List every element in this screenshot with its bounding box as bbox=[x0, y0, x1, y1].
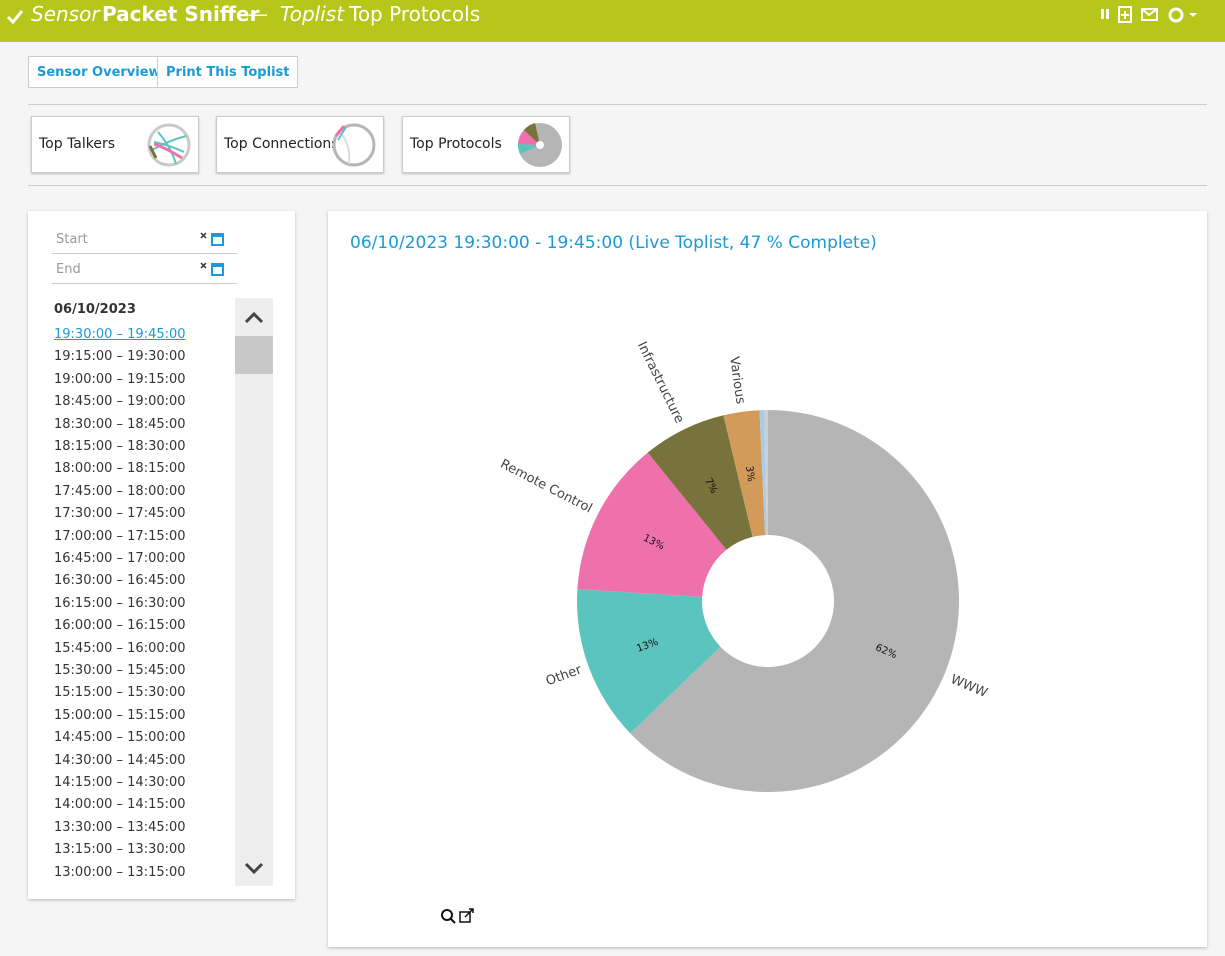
header-bar: Sensor Packet Sniffer — Toplist Top Prot… bbox=[0, 0, 1225, 42]
chart-title: 06/10/2023 19:30:00 - 19:45:00 (Live Top… bbox=[350, 233, 877, 253]
slice-category-label: Various bbox=[726, 356, 748, 406]
section-type: Toplist bbox=[280, 2, 344, 26]
period-link[interactable]: 17:00:00 – 17:15:00 bbox=[54, 529, 186, 544]
tile[interactable]: Top Connections bbox=[216, 116, 384, 173]
section-name: Top Protocols bbox=[349, 2, 480, 26]
scroll-arrows[interactable] bbox=[244, 308, 264, 876]
period-link[interactable]: 18:30:00 – 18:45:00 bbox=[54, 417, 186, 432]
tile-icon bbox=[331, 122, 377, 168]
calendar-icons[interactable] bbox=[199, 231, 229, 281]
period-link[interactable]: 16:15:00 – 16:30:00 bbox=[54, 596, 186, 611]
sidebar: Start End 06/10/2023 19:30:00 – 19:45:00… bbox=[28, 211, 295, 899]
period-link[interactable]: 18:45:00 – 19:00:00 bbox=[54, 394, 186, 409]
period-link[interactable]: 14:15:00 – 14:30:00 bbox=[54, 775, 186, 790]
scrollbar[interactable] bbox=[235, 298, 273, 886]
chart: 06/10/2023 19:30:00 - 19:45:00 (Live Top… bbox=[328, 211, 1207, 947]
date-heading: 06/10/2023 bbox=[54, 302, 136, 317]
period-link[interactable]: 15:45:00 – 16:00:00 bbox=[54, 641, 186, 656]
divider bbox=[28, 185, 1207, 186]
period-link[interactable]: 13:30:00 – 13:45:00 bbox=[54, 820, 186, 835]
period-link[interactable]: 15:00:00 – 15:15:00 bbox=[54, 708, 186, 723]
period-link[interactable]: 15:15:00 – 15:30:00 bbox=[54, 685, 186, 700]
separator: — bbox=[248, 2, 268, 26]
tile-icon bbox=[517, 122, 563, 168]
period-link[interactable]: 17:30:00 – 17:45:00 bbox=[54, 506, 186, 521]
period-link[interactable]: 18:15:00 – 18:30:00 bbox=[54, 439, 186, 454]
period-link[interactable]: 16:45:00 – 17:00:00 bbox=[54, 551, 186, 566]
chart-panel: 06/10/2023 19:30:00 - 19:45:00 (Live Top… bbox=[328, 211, 1207, 947]
period-link[interactable]: 14:45:00 – 15:00:00 bbox=[54, 730, 186, 745]
period-link[interactable]: 14:30:00 – 14:45:00 bbox=[54, 753, 186, 768]
check-icon bbox=[6, 8, 24, 26]
slice-category-label: Other bbox=[544, 662, 584, 689]
period-link[interactable]: 13:00:00 – 13:15:00 bbox=[54, 865, 186, 880]
divider bbox=[28, 104, 1207, 105]
tile-label: Top Protocols bbox=[410, 136, 502, 152]
tile[interactable]: Top Protocols bbox=[402, 116, 570, 173]
chart-tools[interactable] bbox=[442, 909, 473, 923]
period-link[interactable]: 17:45:00 – 18:00:00 bbox=[54, 484, 186, 499]
slice-value-label: 3% bbox=[743, 465, 756, 482]
period-link[interactable]: 19:00:00 – 19:15:00 bbox=[54, 372, 186, 387]
object-type: Sensor bbox=[31, 2, 100, 26]
period-link[interactable]: 14:00:00 – 14:15:00 bbox=[54, 797, 186, 812]
slice-category-label: Remote Control bbox=[498, 457, 595, 517]
tile-icon bbox=[146, 122, 192, 168]
slice-category-label: Infrastructure bbox=[634, 339, 687, 425]
period-link[interactable]: 19:30:00 – 19:45:00 bbox=[54, 327, 186, 342]
toolbar-icons[interactable] bbox=[1098, 6, 1202, 24]
period-link[interactable]: 19:15:00 – 19:30:00 bbox=[54, 349, 186, 364]
period-link[interactable]: 15:30:00 – 15:45:00 bbox=[54, 663, 186, 678]
period-link[interactable]: 16:30:00 – 16:45:00 bbox=[54, 573, 186, 588]
tile-label: Top Connections bbox=[224, 136, 339, 152]
object-name: Packet Sniffer bbox=[102, 2, 259, 26]
tile-label: Top Talkers bbox=[39, 136, 115, 152]
sensor-overview-button[interactable]: Sensor Overview bbox=[28, 56, 170, 88]
slice-category-label: WWW bbox=[948, 672, 989, 701]
print-button[interactable]: Print This Toplist bbox=[157, 56, 298, 88]
period-link[interactable]: 16:00:00 – 16:15:00 bbox=[54, 618, 186, 633]
tile[interactable]: Top Talkers bbox=[31, 116, 199, 173]
period-link[interactable]: 13:15:00 – 13:30:00 bbox=[54, 842, 186, 857]
period-link[interactable]: 18:00:00 – 18:15:00 bbox=[54, 461, 186, 476]
